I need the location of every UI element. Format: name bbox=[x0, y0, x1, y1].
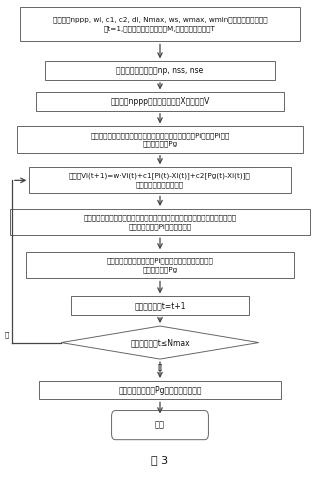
FancyBboxPatch shape bbox=[26, 252, 294, 279]
FancyBboxPatch shape bbox=[112, 411, 208, 440]
Text: 图 3: 图 3 bbox=[151, 454, 169, 465]
FancyBboxPatch shape bbox=[17, 127, 303, 153]
Text: 评价每一条装配序列适应度函数值，将装配序列存储于Pi，所有Pi中最
优序列存储于Pg: 评价每一条装配序列适应度函数值，将装配序列存储于Pi，所有Pi中最 优序列存储于… bbox=[90, 132, 230, 147]
FancyBboxPatch shape bbox=[10, 209, 310, 235]
Text: 比较当前所有装配序列的Pi值，用其中拥有最优值得到
装配序列更新Pg: 比较当前所有装配序列的Pi值，用其中拥有最优值得到 装配序列更新Pg bbox=[107, 258, 213, 273]
Text: 设定参数nppp, wi, c1, c2, di, Nmax, ws, wmax, wmin的值，令初始迭代次
数t=1,设定装配工具约束矩阵M,装配时间约束矩: 设定参数nppp, wi, c1, c2, di, Nmax, ws, wmax… bbox=[53, 17, 267, 32]
Text: 否: 否 bbox=[158, 363, 162, 370]
Text: 评价更新后的每一条装配序列，如果当代装配序列适应度函数值更优，则用当代
装配序列更新其Pi，否则不更新: 评价更新后的每一条装配序列，如果当代装配序列适应度函数值更优，则用当代 装配序列… bbox=[84, 215, 236, 230]
Text: 按公式Vi(t+1)=w·Vi(t)+c1[Pi(t)-Xi(t)]+c2[Pg(t)-Xi(t)]更
新各个装配序列及其速度: 按公式Vi(t+1)=w·Vi(t)+c1[Pi(t)-Xi(t)]+c2[Pg… bbox=[69, 173, 251, 188]
Text: 更新迭代次数t=t+1: 更新迭代次数t=t+1 bbox=[134, 301, 186, 310]
FancyBboxPatch shape bbox=[36, 93, 284, 111]
FancyBboxPatch shape bbox=[71, 297, 249, 315]
Polygon shape bbox=[61, 326, 259, 359]
FancyBboxPatch shape bbox=[20, 6, 300, 41]
Text: 随机生成nppp条初始装配序列X及其速度V: 随机生成nppp条初始装配序列X及其速度V bbox=[110, 97, 210, 106]
FancyBboxPatch shape bbox=[39, 381, 281, 399]
FancyBboxPatch shape bbox=[45, 61, 275, 80]
Text: 结束: 结束 bbox=[155, 421, 165, 430]
Text: 是: 是 bbox=[4, 331, 9, 337]
Text: 计算适应度函数中的np, nss, nse: 计算适应度函数中的np, nss, nse bbox=[116, 66, 204, 75]
FancyBboxPatch shape bbox=[29, 167, 291, 193]
Text: 如果迭代次数t≤Nmax: 如果迭代次数t≤Nmax bbox=[130, 338, 190, 347]
Text: 输出最优装配序列Pg及其适应度函数值: 输出最优装配序列Pg及其适应度函数值 bbox=[118, 386, 202, 394]
